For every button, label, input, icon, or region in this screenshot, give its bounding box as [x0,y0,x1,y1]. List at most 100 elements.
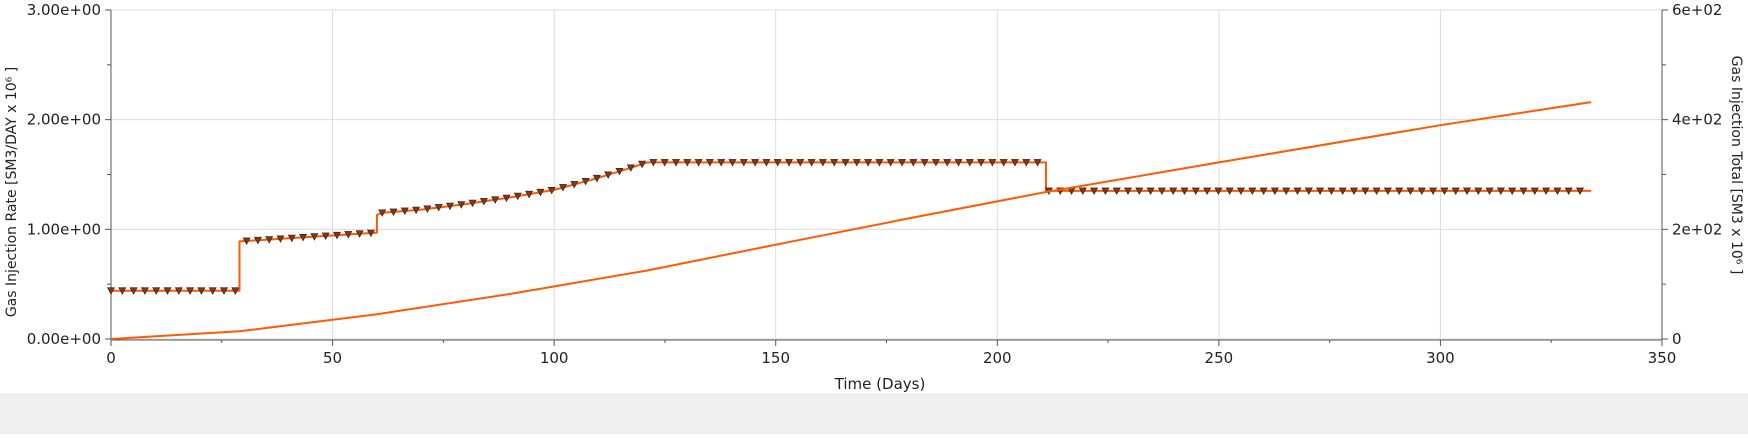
series-marker [412,206,421,215]
series-marker [1282,187,1291,196]
axis-layer: 0 50 100 150 200 250 300 350 0.00e+00 1.00e+00 2.0… [27,1,1723,367]
series-marker [897,159,907,167]
series-layer [106,101,1592,340]
series-marker [547,187,556,195]
series-marker [502,194,511,203]
series-marker [1203,187,1212,196]
y-axis-label-left: Gas Injection Rate [SM3/DAY x 10⁶ ] [4,67,20,317]
series-marker [174,287,183,295]
series-marker [558,184,568,192]
y-tick-label-right: 0 [1672,330,1682,348]
series-marker [1542,187,1551,196]
series-marker [954,159,963,167]
y-tick-label-right: 4e+02 [1672,111,1722,129]
x-axis-label: Time (Days) [834,375,926,393]
series-marker [265,236,274,244]
series-marker [965,159,974,167]
series-marker [1010,159,1020,167]
series-marker [525,190,534,199]
series-marker [1338,187,1347,196]
series-marker [1259,187,1268,196]
series-marker [423,205,432,213]
series-marker [321,232,330,241]
series-marker [931,159,940,167]
series-marker [660,159,669,167]
series-marker [536,188,545,197]
series-marker [1191,187,1200,196]
y-tick-label-left: 3.00e+00 [27,1,101,19]
series-marker [1316,187,1325,196]
series-marker [852,159,861,167]
series-marker [988,159,997,167]
series-marker [1508,187,1517,196]
series-marker [163,287,172,295]
series-marker [152,287,161,295]
series-marker [1112,187,1121,196]
series-marker [400,207,409,216]
series-marker [1575,187,1585,196]
series-marker [1395,187,1404,196]
series-marker [1451,187,1460,196]
series-marker [1372,187,1381,196]
series-marker [1270,187,1279,196]
series-marker [909,159,918,167]
series-marker [841,159,850,167]
series-marker [1564,187,1573,196]
status-strip [0,393,1748,434]
series-marker [999,159,1008,167]
series-marker [1078,187,1087,196]
series-marker [796,159,805,167]
series-marker [649,159,658,167]
series-marker [1135,187,1144,196]
series-marker [1406,187,1415,196]
series-marker [943,159,952,167]
series-marker [1146,187,1155,196]
x-tick-label: 100 [540,349,569,367]
series-marker [468,199,477,208]
series-marker [1090,187,1099,196]
series-marker [818,159,827,167]
y-tick-label-left: 0.00e+00 [27,330,101,348]
series-marker [253,236,262,245]
series-marker [1304,187,1313,196]
series-marker [920,159,929,167]
series-marker [615,168,624,176]
series-marker [1474,187,1483,196]
series-marker [886,159,895,167]
series-marker [604,171,613,179]
series-marker [219,287,229,295]
y-tick-label-right: 2e+02 [1672,220,1722,238]
series-marker [1429,187,1438,196]
series-marker [1225,187,1234,196]
series-marker [1101,187,1110,196]
series-marker [1440,187,1449,196]
series-marker [1157,187,1166,196]
series-marker [875,159,884,167]
series-marker [671,159,681,167]
series-marker [445,202,455,211]
series-marker [717,159,726,167]
y-tick-label-left: 1.00e+00 [27,220,101,238]
series-marker [1383,187,1392,196]
x-tick-label: 200 [983,349,1012,367]
series-marker [434,204,443,212]
series-marker [807,159,816,167]
series-marker [332,231,342,240]
series-marker [739,159,748,167]
x-tick-label: 150 [761,349,790,367]
series-marker [366,229,375,238]
series-marker [457,201,466,209]
y-tick-label-left: 2.00e+00 [27,111,101,129]
series-marker [208,287,217,295]
series-marker [1214,187,1223,196]
series-marker [106,287,116,295]
series-marker [118,287,127,295]
series-marker [728,159,737,167]
series-marker [355,230,364,238]
series-marker [1236,187,1246,196]
series-marker [762,159,771,167]
series-marker [310,233,319,241]
series-marker [784,159,794,167]
series-marker [1248,187,1257,196]
